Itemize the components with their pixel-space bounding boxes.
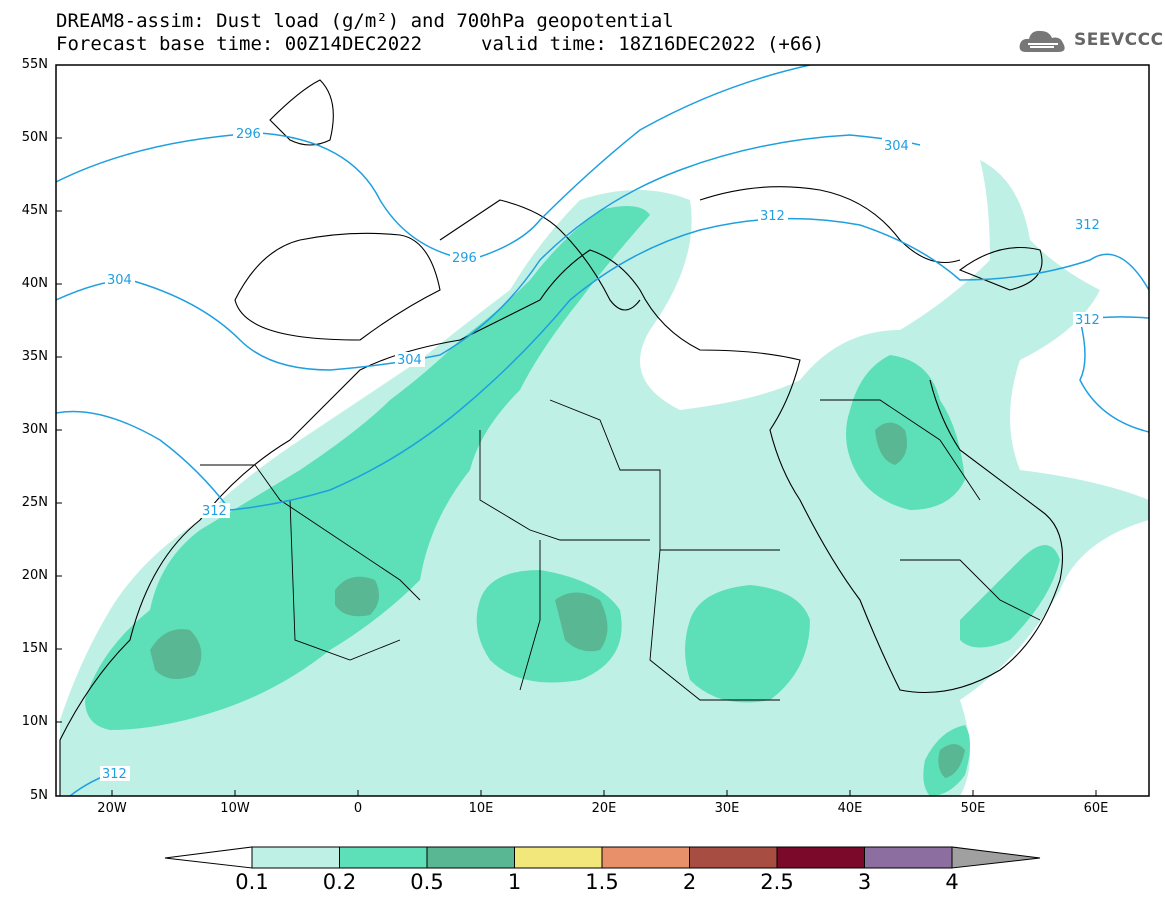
lat-tick: 5N — [30, 788, 48, 803]
contour-label: 296 — [236, 127, 261, 142]
colorbar-label: 0.1 — [235, 870, 269, 894]
colorbar-bin — [339, 846, 428, 869]
valid-time: valid time: 18Z16DEC2022 (+66) — [481, 33, 825, 55]
contour-label: 312 — [1075, 313, 1100, 328]
lon-tick: 60E — [1083, 801, 1109, 816]
logo-text: SEEVCCC — [1074, 30, 1164, 50]
contour-label: 312 — [102, 767, 127, 782]
lon-tick: 10W — [220, 801, 250, 816]
dust-mid-sudan — [685, 585, 810, 703]
lon-tick: 50E — [960, 801, 986, 816]
lat-tick: 45N — [21, 203, 48, 218]
colorbar-label: 1.5 — [585, 870, 619, 894]
colorbar-label: 0.5 — [410, 870, 444, 894]
axis-ticks — [56, 137, 1097, 796]
colorbar-label: 1 — [507, 870, 522, 894]
dust-mid-oman — [960, 545, 1060, 648]
colorbar-label: 4 — [945, 870, 959, 894]
colorbar-min-arrow — [164, 846, 253, 869]
lon-tick: 30E — [714, 801, 740, 816]
colorbar-label: 2 — [682, 870, 697, 894]
contour-label: 296 — [452, 251, 477, 266]
contour-labels: 296 296 304 304 304 312 312 312 312 312 — [100, 126, 1103, 782]
lat-tick: 40N — [21, 276, 48, 291]
seevccc-logo: SEEVCCC — [1018, 26, 1163, 56]
colorbar-label: 3 — [857, 870, 872, 894]
contour-312 — [56, 217, 1149, 511]
lat-tick: 55N — [21, 57, 48, 72]
dust-fields — [60, 160, 1149, 796]
colorbar-bin — [426, 846, 515, 869]
contour-label: 312 — [760, 209, 785, 224]
colorbar-label: 2.5 — [760, 870, 794, 894]
dust-high-patches — [150, 422, 965, 778]
contour-label: 312 — [202, 504, 227, 519]
colorbar — [164, 846, 1041, 869]
forecast-time-line: Forecast base time: 00Z14DEC2022 valid ti… — [56, 33, 824, 55]
country-borders — [200, 399, 1041, 701]
lon-tick: 40E — [837, 801, 863, 816]
lon-tick: 20E — [591, 801, 617, 816]
colorbar-max-arrow — [951, 846, 1041, 869]
lon-tick: 20W — [97, 801, 127, 816]
lon-tick: 0 — [353, 801, 363, 816]
contour-312-east — [1079, 319, 1149, 433]
cloud-icon — [1019, 30, 1065, 52]
lon-tick: 10E — [468, 801, 494, 816]
colorbar-bin — [514, 846, 603, 869]
lat-tick: 50N — [21, 130, 48, 145]
contour-label: 312 — [1075, 218, 1100, 233]
coastlines — [59, 79, 1063, 796]
lat-tick: 20N — [21, 568, 48, 583]
colorbar-bin — [601, 846, 690, 869]
lat-tick: 10N — [21, 714, 48, 729]
dust-mid-west — [85, 206, 650, 730]
colorbar-bin — [776, 846, 865, 869]
map-title: DREAM8-assim: Dust load (g/m²) and 700hP… — [56, 10, 674, 32]
colorbar-label: 0.2 — [322, 870, 357, 894]
forecast-base-time: Forecast base time: 00Z14DEC2022 — [56, 33, 423, 55]
lat-tick: 35N — [21, 349, 48, 364]
colorbar-bin — [251, 846, 340, 869]
contour-304 — [56, 134, 921, 371]
colorbar-bin — [864, 846, 953, 869]
lat-tick: 30N — [21, 422, 48, 437]
contour-label: 304 — [884, 139, 909, 154]
contour-label: 304 — [107, 273, 132, 288]
lat-tick: 25N — [21, 495, 48, 510]
colorbar-bin — [689, 846, 778, 869]
lat-tick: 15N — [21, 641, 48, 656]
contour-label: 304 — [397, 353, 422, 368]
